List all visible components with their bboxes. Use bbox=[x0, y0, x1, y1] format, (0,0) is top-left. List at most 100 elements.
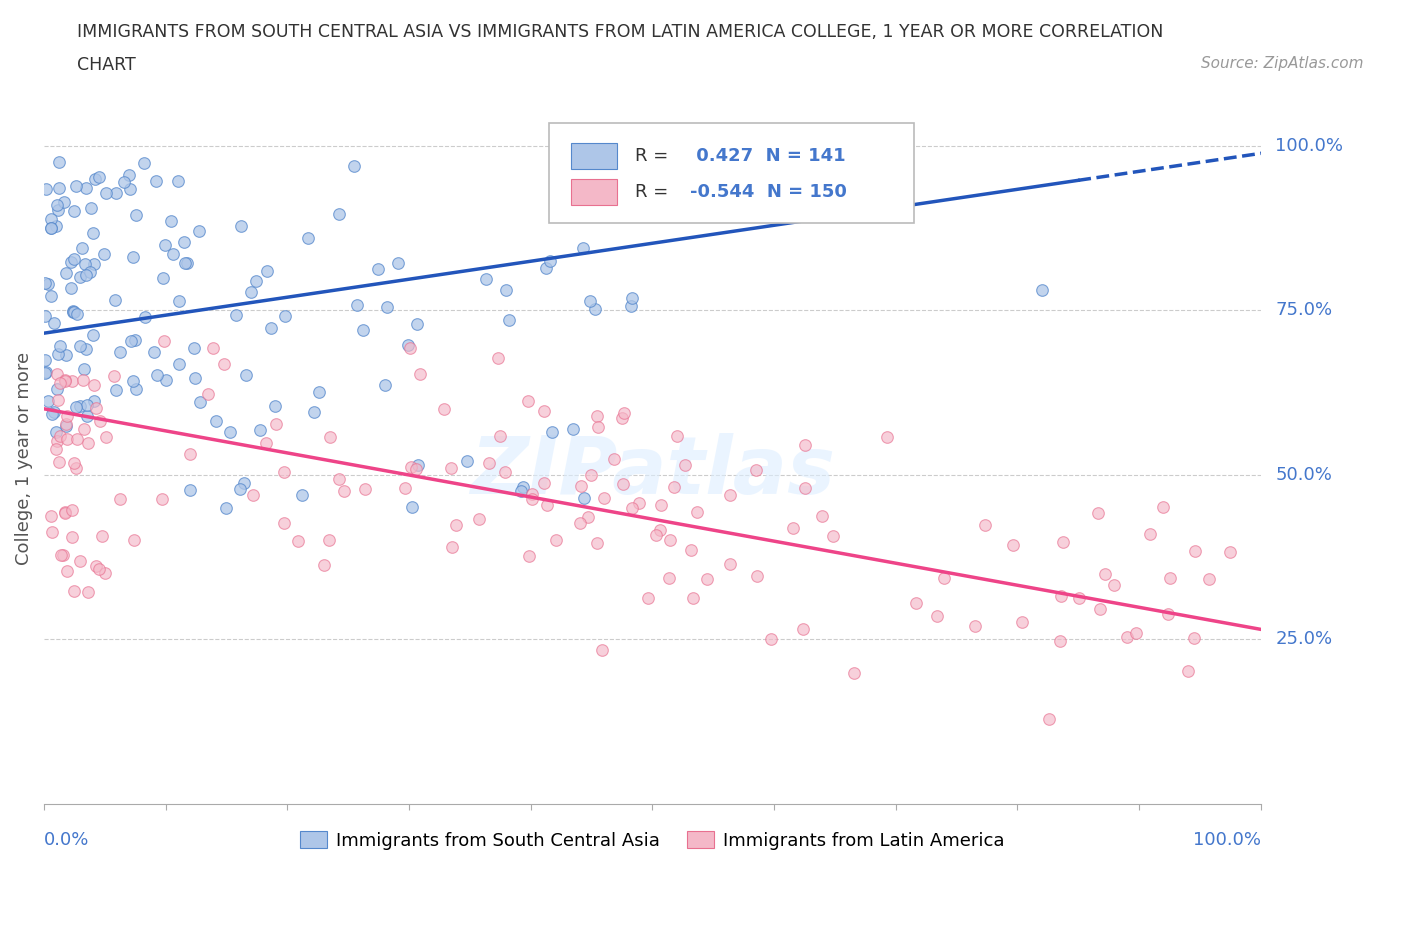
Point bbox=[39, 212, 62, 227]
Point bbox=[75, 267, 97, 282]
Point bbox=[456, 454, 478, 469]
Point bbox=[401, 500, 423, 515]
Text: 25.0%: 25.0% bbox=[1275, 631, 1333, 648]
Point bbox=[169, 294, 191, 309]
Point bbox=[167, 357, 190, 372]
Point bbox=[666, 429, 689, 444]
Point bbox=[69, 399, 91, 414]
Point bbox=[49, 548, 72, 563]
Point bbox=[75, 180, 97, 195]
Point bbox=[793, 438, 815, 453]
Point bbox=[592, 490, 614, 505]
Point bbox=[375, 299, 398, 314]
Point bbox=[55, 418, 77, 433]
Point bbox=[572, 491, 595, 506]
Point bbox=[69, 339, 91, 353]
Point bbox=[46, 366, 69, 381]
Point bbox=[62, 303, 84, 318]
Point bbox=[83, 393, 105, 408]
Point bbox=[486, 350, 509, 365]
Point bbox=[60, 503, 83, 518]
Point bbox=[533, 404, 555, 418]
Point bbox=[63, 304, 86, 319]
Point bbox=[637, 591, 659, 605]
Point bbox=[256, 264, 278, 279]
Point bbox=[48, 339, 70, 353]
Point bbox=[55, 564, 77, 578]
Point bbox=[49, 376, 72, 391]
Point bbox=[658, 571, 681, 586]
Point bbox=[1052, 535, 1074, 550]
Point bbox=[399, 340, 422, 355]
Point bbox=[160, 214, 183, 229]
Point bbox=[1049, 589, 1071, 604]
Point bbox=[118, 181, 141, 196]
Point bbox=[79, 265, 101, 280]
Point bbox=[205, 414, 228, 429]
Point bbox=[49, 429, 72, 444]
Point bbox=[540, 425, 562, 440]
Point bbox=[396, 338, 419, 352]
Point bbox=[39, 221, 62, 236]
Point bbox=[544, 533, 567, 548]
Text: 50.0%: 50.0% bbox=[1275, 466, 1333, 484]
Point bbox=[1125, 625, 1147, 640]
Point bbox=[367, 261, 389, 276]
Point bbox=[34, 365, 56, 380]
Point bbox=[45, 424, 67, 439]
Point bbox=[65, 460, 87, 475]
Point bbox=[89, 414, 111, 429]
Point bbox=[621, 290, 644, 305]
Point bbox=[103, 369, 125, 384]
Point bbox=[318, 532, 340, 547]
Point bbox=[184, 370, 207, 385]
Point bbox=[745, 569, 768, 584]
Point bbox=[73, 422, 96, 437]
Point bbox=[792, 622, 814, 637]
Point bbox=[96, 430, 118, 445]
Point bbox=[509, 484, 531, 498]
Point bbox=[664, 480, 686, 495]
Point bbox=[260, 321, 283, 336]
Point bbox=[63, 456, 86, 471]
Point bbox=[35, 365, 58, 379]
Point bbox=[620, 299, 643, 313]
Point bbox=[538, 254, 561, 269]
Point bbox=[91, 528, 114, 543]
Text: R =: R = bbox=[636, 183, 675, 201]
Point bbox=[718, 487, 741, 502]
Point bbox=[72, 373, 94, 388]
Point bbox=[333, 484, 356, 498]
Point bbox=[468, 512, 491, 526]
Point bbox=[645, 527, 668, 542]
Point bbox=[105, 383, 128, 398]
Point bbox=[134, 310, 156, 325]
Text: CHART: CHART bbox=[77, 56, 136, 73]
Point bbox=[312, 557, 335, 572]
Point bbox=[1094, 567, 1116, 582]
Text: -0.544  N = 150: -0.544 N = 150 bbox=[690, 183, 846, 201]
Point bbox=[761, 631, 783, 646]
Point bbox=[1102, 578, 1125, 592]
Point bbox=[440, 539, 463, 554]
Point bbox=[352, 323, 374, 338]
Point bbox=[562, 421, 585, 436]
Point bbox=[495, 283, 517, 298]
Point bbox=[658, 532, 681, 547]
Point bbox=[1156, 607, 1178, 622]
Point bbox=[478, 456, 501, 471]
Point bbox=[69, 553, 91, 568]
Point bbox=[46, 347, 69, 362]
Point bbox=[1184, 543, 1206, 558]
Point bbox=[218, 425, 240, 440]
Point bbox=[932, 570, 955, 585]
Point bbox=[46, 392, 69, 407]
Point bbox=[399, 460, 422, 475]
Point bbox=[408, 458, 430, 472]
Point bbox=[176, 255, 198, 270]
Point bbox=[62, 203, 84, 218]
Point bbox=[696, 572, 718, 587]
Point bbox=[37, 276, 59, 291]
Point bbox=[319, 430, 342, 445]
Point bbox=[1139, 526, 1161, 541]
